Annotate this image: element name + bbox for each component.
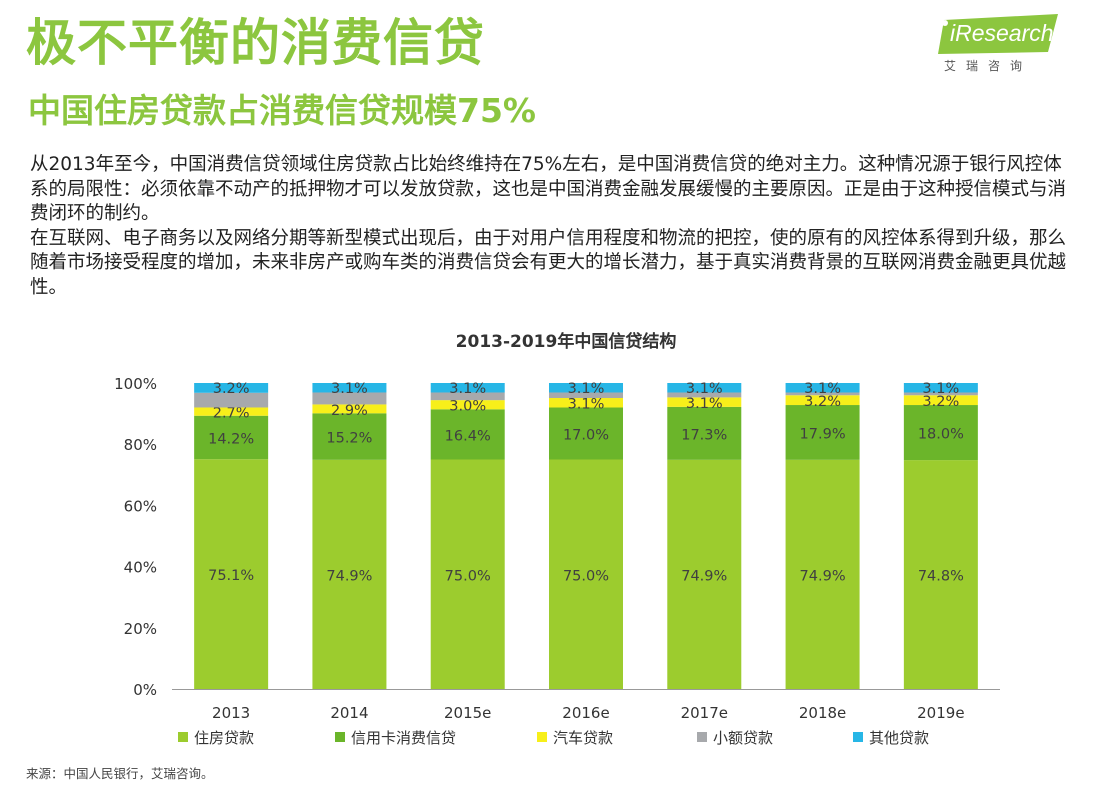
data-label: 3.2% bbox=[213, 381, 250, 397]
y-tick-label: 0% bbox=[133, 681, 157, 699]
bar-segment bbox=[194, 407, 269, 416]
legend-label: 汽车贷款 bbox=[553, 729, 613, 747]
bar-segment bbox=[430, 400, 505, 410]
bar-segment bbox=[549, 383, 623, 393]
bar-segment bbox=[903, 392, 978, 396]
logo-badge-shape bbox=[938, 14, 1058, 54]
legend-label: 信用卡消费信贷 bbox=[351, 729, 456, 747]
data-label: 18.0% bbox=[918, 427, 964, 443]
data-label: 75.0% bbox=[445, 568, 491, 584]
data-label: 2.9% bbox=[331, 403, 368, 419]
data-label: 3.1% bbox=[568, 381, 605, 397]
data-label: 3.1% bbox=[686, 396, 723, 412]
data-label: 3.1% bbox=[686, 381, 723, 397]
legend-swatch bbox=[853, 732, 863, 742]
bar-segment bbox=[312, 413, 387, 460]
bar-segment bbox=[430, 383, 505, 393]
data-label: 3.1% bbox=[922, 381, 959, 397]
y-tick-label: 100% bbox=[114, 375, 157, 393]
bar-segment bbox=[312, 392, 387, 405]
data-label: 3.1% bbox=[568, 397, 605, 413]
body-paragraph-2: 在互联网、电子商务以及网络分期等新型模式出现后，由于对用户信用程度和物流的把控，… bbox=[30, 227, 1067, 298]
data-label: 3.1% bbox=[804, 381, 841, 397]
legend-swatch bbox=[537, 732, 547, 742]
bar-segment bbox=[785, 459, 860, 689]
x-tick-label: 2013 bbox=[212, 704, 250, 722]
data-label: 3.1% bbox=[449, 381, 486, 397]
x-tick-label: 2019e bbox=[917, 704, 964, 722]
legend-label: 其他贷款 bbox=[869, 729, 929, 747]
y-tick-label: 40% bbox=[124, 559, 157, 577]
page-subtitle: 中国住房贷款占消费信贷规模75% bbox=[28, 91, 536, 130]
data-label: 75.0% bbox=[563, 568, 609, 584]
data-label: 16.4% bbox=[445, 428, 491, 444]
data-label: 14.2% bbox=[208, 431, 254, 447]
bar-segment bbox=[194, 415, 269, 460]
data-label: 17.0% bbox=[563, 427, 609, 443]
body-text: 从2013年至今，中国消费信贷领域住房贷款占比始终维持在75%左右，是中国消费信… bbox=[30, 153, 1080, 300]
bar-segment bbox=[194, 459, 269, 689]
bar-segment bbox=[903, 395, 978, 406]
y-tick-label: 80% bbox=[124, 436, 157, 454]
x-tick-label: 2017e bbox=[681, 704, 728, 722]
bar-segment bbox=[785, 392, 860, 396]
bar-segment bbox=[667, 383, 742, 393]
bar-segment bbox=[667, 459, 742, 689]
legend-label: 小额贷款 bbox=[713, 729, 773, 747]
bar-segment bbox=[903, 460, 978, 689]
data-label: 2.7% bbox=[213, 406, 250, 422]
data-label: 3.0% bbox=[449, 399, 486, 415]
logo-tagline: 艾瑞咨询 bbox=[944, 59, 1033, 73]
x-tick-label: 2018e bbox=[799, 704, 846, 722]
iresearch-logo: iResearch 艾瑞咨询 bbox=[938, 14, 1060, 80]
bar-segment bbox=[312, 404, 387, 414]
data-label: 75.1% bbox=[208, 568, 254, 584]
bar-segment bbox=[430, 409, 505, 460]
bar-segment bbox=[785, 395, 860, 406]
data-label: 3.2% bbox=[922, 394, 959, 410]
bar-segment bbox=[194, 392, 269, 408]
legend-swatch bbox=[335, 732, 345, 742]
data-label: 74.9% bbox=[800, 568, 846, 584]
bar-segment bbox=[903, 405, 978, 461]
bar-segment bbox=[430, 392, 505, 401]
data-label: 3.2% bbox=[804, 394, 841, 410]
bar-segment bbox=[312, 459, 387, 689]
bar-segment bbox=[549, 392, 623, 398]
bar-segment bbox=[785, 405, 860, 460]
data-label: 74.8% bbox=[918, 569, 964, 585]
bar-segment bbox=[194, 383, 269, 393]
bar-segment bbox=[785, 383, 860, 393]
bar-segment bbox=[549, 407, 623, 460]
legend-label: 住房贷款 bbox=[194, 729, 254, 747]
bar-segment bbox=[667, 392, 742, 398]
x-tick-label: 2014 bbox=[330, 704, 368, 722]
bar-segment bbox=[903, 383, 978, 393]
data-label: 15.2% bbox=[326, 431, 372, 447]
body-paragraph-1: 从2013年至今，中国消费信贷领域住房贷款占比始终维持在75%左右，是中国消费信… bbox=[30, 154, 1067, 224]
x-tick-label: 2015e bbox=[444, 704, 491, 722]
bar-segment bbox=[667, 397, 742, 407]
data-label: 17.9% bbox=[800, 426, 846, 442]
data-label: 3.1% bbox=[331, 381, 368, 397]
page-title: 极不平衡的消费信贷 bbox=[26, 14, 485, 72]
y-tick-label: 20% bbox=[124, 620, 157, 638]
bar-segment bbox=[549, 397, 623, 408]
y-tick-label: 60% bbox=[124, 497, 157, 515]
data-label: 74.9% bbox=[326, 568, 372, 584]
legend-swatch bbox=[697, 732, 707, 742]
chart-title: 2013-2019年中国信贷结构 bbox=[456, 331, 677, 352]
logo-brand: iResearch bbox=[950, 20, 1054, 46]
bar-segment bbox=[312, 383, 387, 393]
data-label: 17.3% bbox=[681, 427, 727, 443]
x-tick-label: 2016e bbox=[562, 704, 609, 722]
bar-segment bbox=[667, 406, 742, 460]
source-note: 来源：中国人民银行，艾瑞咨询。 bbox=[26, 766, 214, 781]
data-label: 74.9% bbox=[681, 568, 727, 584]
bar-segment bbox=[549, 459, 623, 689]
legend-swatch bbox=[178, 732, 188, 742]
bar-segment bbox=[430, 459, 505, 689]
